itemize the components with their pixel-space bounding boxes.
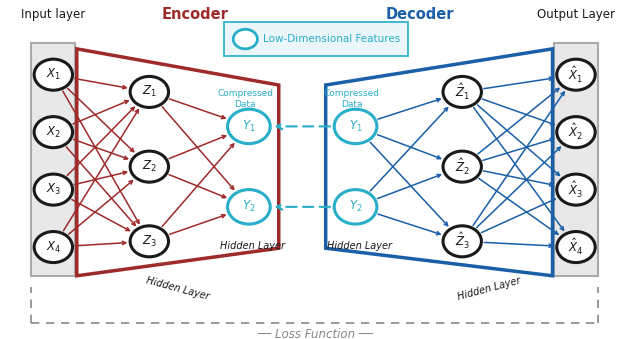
Circle shape — [443, 226, 481, 257]
Text: Compressed
Data: Compressed Data — [324, 89, 380, 109]
Circle shape — [557, 59, 595, 90]
Text: Input layer: Input layer — [21, 8, 86, 21]
Text: Decoder: Decoder — [385, 7, 454, 22]
Circle shape — [130, 151, 168, 182]
Text: Hidden Layer: Hidden Layer — [220, 241, 285, 251]
Text: Hidden Layer: Hidden Layer — [456, 275, 522, 302]
Circle shape — [443, 76, 481, 107]
Text: Hidden Layer: Hidden Layer — [145, 275, 211, 302]
Circle shape — [228, 190, 270, 224]
FancyBboxPatch shape — [554, 43, 598, 276]
Text: $Y_1$: $Y_1$ — [349, 119, 362, 134]
Text: Output Layer: Output Layer — [537, 8, 615, 21]
Text: $\hat{X}_2$: $\hat{X}_2$ — [568, 122, 584, 142]
Text: $Y_2$: $Y_2$ — [242, 199, 256, 214]
FancyBboxPatch shape — [31, 43, 76, 276]
Circle shape — [34, 174, 72, 205]
Circle shape — [334, 109, 377, 144]
Text: $\hat{Z}_3$: $\hat{Z}_3$ — [455, 231, 470, 251]
Circle shape — [443, 151, 481, 182]
Text: Hidden Layer: Hidden Layer — [326, 241, 392, 251]
Text: $X_1$: $X_1$ — [46, 67, 61, 82]
Text: $Z_3$: $Z_3$ — [142, 234, 157, 249]
Text: $Y_1$: $Y_1$ — [242, 119, 256, 134]
Text: $\hat{Z}_1$: $\hat{Z}_1$ — [455, 82, 470, 102]
Circle shape — [233, 29, 257, 49]
Text: $X_3$: $X_3$ — [46, 182, 61, 197]
Circle shape — [34, 59, 72, 90]
Text: $Z_1$: $Z_1$ — [142, 84, 157, 99]
Text: $Y_2$: $Y_2$ — [349, 199, 362, 214]
Text: $X_4$: $X_4$ — [45, 240, 61, 255]
Text: $\hat{X}_3$: $\hat{X}_3$ — [568, 180, 584, 200]
Circle shape — [34, 232, 72, 263]
Text: $\hat{X}_1$: $\hat{X}_1$ — [568, 65, 584, 85]
Text: $\hat{X}_4$: $\hat{X}_4$ — [568, 237, 584, 257]
Circle shape — [130, 226, 168, 257]
Circle shape — [130, 76, 168, 107]
Circle shape — [334, 190, 377, 224]
Text: Encoder: Encoder — [162, 7, 229, 22]
Circle shape — [557, 174, 595, 205]
Text: Low-Dimensional Features: Low-Dimensional Features — [263, 34, 401, 44]
Circle shape — [34, 117, 72, 148]
Circle shape — [557, 117, 595, 148]
Circle shape — [228, 109, 270, 144]
FancyBboxPatch shape — [224, 22, 408, 56]
Text: $\hat{Z}_2$: $\hat{Z}_2$ — [455, 157, 470, 177]
Circle shape — [557, 232, 595, 263]
Text: $Z_2$: $Z_2$ — [142, 159, 157, 174]
Text: Compressed
Data: Compressed Data — [218, 89, 273, 109]
Text: $X_2$: $X_2$ — [46, 125, 61, 140]
Text: ── Loss Function ──: ── Loss Function ── — [257, 327, 373, 339]
